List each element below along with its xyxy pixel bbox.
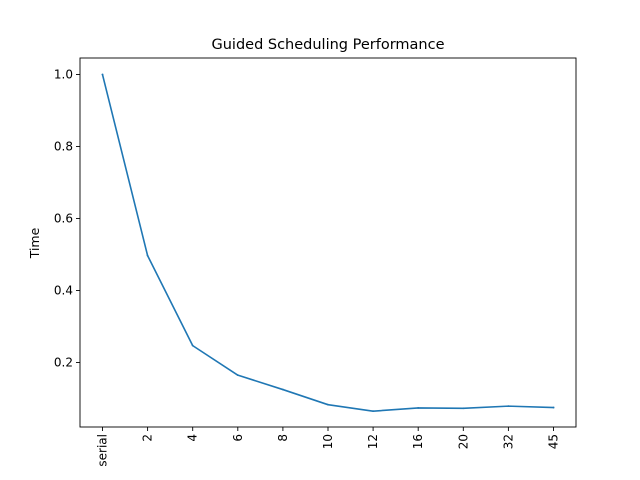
y-axis-label: Time: [27, 227, 42, 259]
x-tick-label: 12: [366, 434, 380, 449]
y-tick-label: 0.6: [54, 212, 73, 226]
x-tick-label: 32: [501, 434, 515, 449]
plot-area: serial 2 4 6 8 10 12 16 20 32 45 0.2 0.4 0.6 0.8 1.0: [54, 57, 577, 467]
y-tick-label: 0.8: [54, 140, 73, 154]
y-tick-label: 0.2: [54, 356, 73, 370]
x-tick-label: 16: [411, 434, 425, 449]
data-point: [507, 405, 510, 408]
data-point: [101, 73, 104, 76]
x-tick-label: 45: [547, 434, 561, 449]
chart-title: Guided Scheduling Performance: [211, 37, 444, 53]
data-point: [191, 344, 194, 347]
y-tick-label: 1.0: [54, 68, 73, 82]
data-point: [417, 407, 420, 409]
x-tick-label: 4: [186, 434, 200, 442]
data-point: [552, 406, 555, 409]
x-tick-label: 10: [321, 434, 335, 449]
data-point: [462, 407, 465, 410]
y-tick-label: 0.4: [54, 284, 73, 298]
x-tick-label: 8: [276, 434, 290, 442]
data-point: [236, 374, 239, 377]
data-point: [146, 254, 149, 257]
x-tick-label: 6: [231, 434, 245, 442]
data-point: [282, 388, 284, 391]
x-tick-label: 20: [456, 434, 470, 449]
data-point: [372, 410, 374, 413]
x-tick-label: serial: [96, 434, 110, 467]
data-point: [327, 403, 329, 406]
x-tick-label: 2: [141, 434, 155, 442]
